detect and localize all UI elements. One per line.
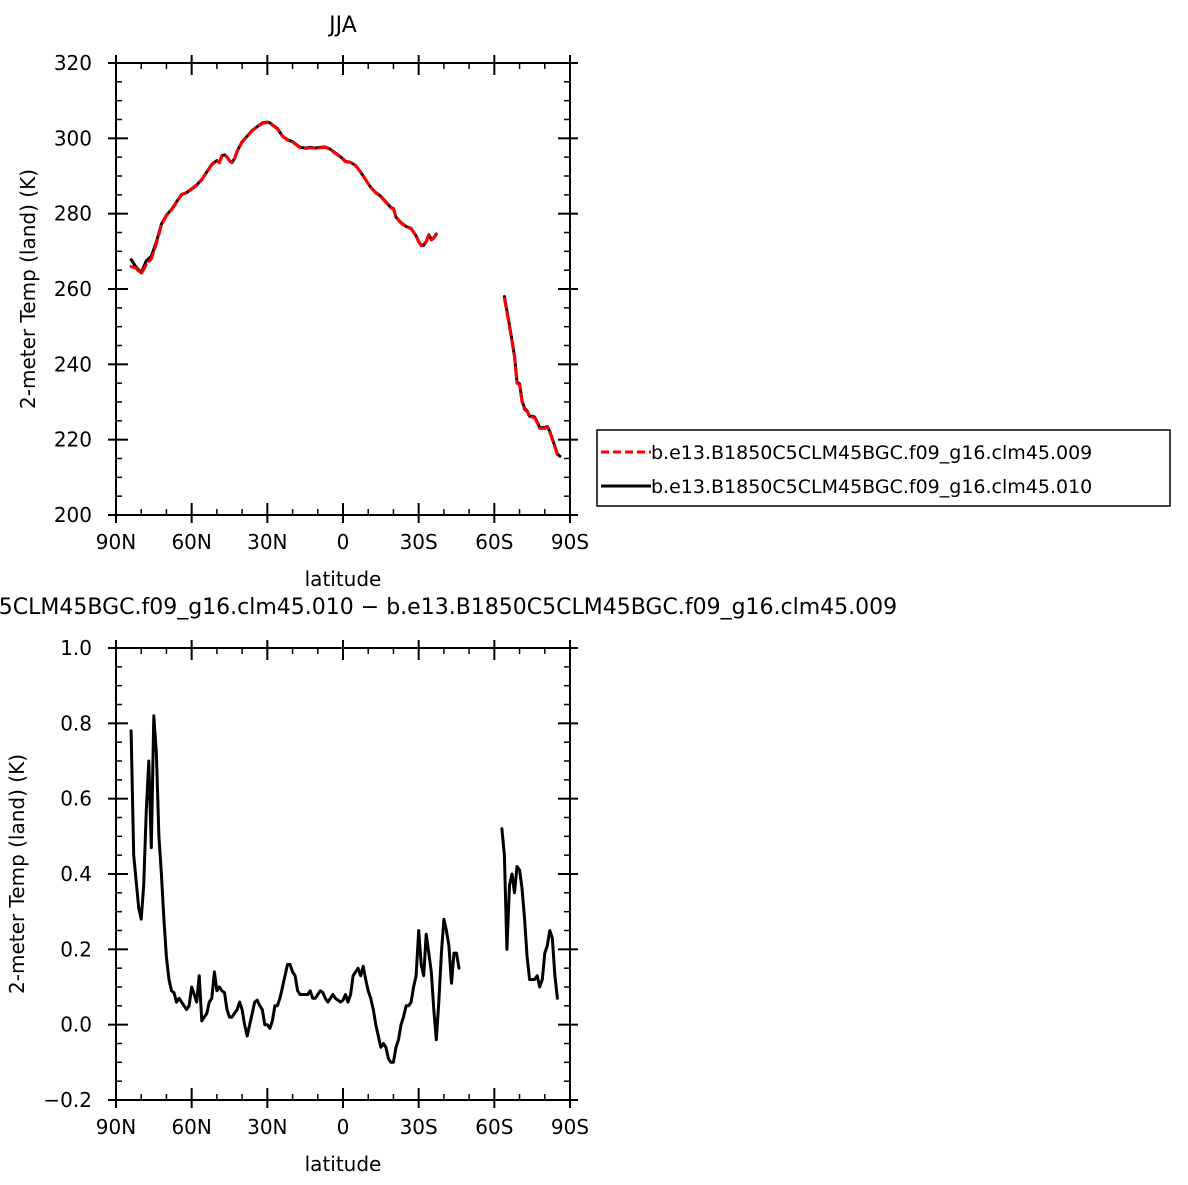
bottom-series-0-line xyxy=(500,827,559,1000)
top-series-1-line xyxy=(502,295,562,458)
top-panel: JJA 90N 60N 30N 0 30S 60S 90S 200 220 240 260 280 30… xyxy=(16,13,589,591)
bottom-y-tick-label: 0.6 xyxy=(60,787,92,811)
bottom-x-tick-label: 30S xyxy=(400,1115,438,1139)
bottom-x-tick-label: 30N xyxy=(247,1115,287,1139)
bottom-y-tick-label: −0.2 xyxy=(43,1088,92,1112)
legend-entry-009: b.e13.B1850C5CLM45BGC.f09_g16.clm45.009 xyxy=(651,442,1092,464)
top-x-tick-label: 60S xyxy=(475,530,513,554)
top-x-tick-label: 60N xyxy=(171,530,211,554)
bottom-series-0-line xyxy=(129,714,461,1064)
bottom-y-tick-label: 0.8 xyxy=(60,711,92,735)
top-x-tick-label: 90N xyxy=(96,530,136,554)
bottom-y-tick-label: 1.0 xyxy=(60,636,92,660)
top-plot-frame xyxy=(115,62,571,516)
bottom-chart-title: b.e13.B1850C5CLM45BGC.f09_g16.clm45.010 … xyxy=(0,595,897,620)
bottom-y-tick-label: 0.0 xyxy=(60,1013,92,1037)
top-series-0-line xyxy=(129,121,438,276)
top-x-tick-label: 90S xyxy=(551,530,589,554)
legend: b.e13.B1850C5CLM45BGC.f09_g16.clm45.009 … xyxy=(596,429,1171,507)
top-x-axis-label: latitude xyxy=(305,567,382,591)
bottom-y-tick-label: 0.2 xyxy=(60,937,92,961)
top-x-tick-label: 30N xyxy=(247,530,287,554)
bottom-plot-frame xyxy=(115,647,571,1101)
top-y-axis-label: 2-meter Temp (land) (K) xyxy=(16,169,40,409)
legend-box xyxy=(596,429,1171,507)
top-chart-title: JJA xyxy=(327,13,357,38)
bottom-panel: b.e13.B1850C5CLM45BGC.f09_g16.clm45.010 … xyxy=(0,595,897,1176)
bottom-x-tick-label: 0 xyxy=(337,1115,350,1139)
bottom-x-tick-label: 60N xyxy=(171,1115,211,1139)
top-y-tick-label: 220 xyxy=(54,428,92,452)
top-y-tick-label: 300 xyxy=(54,126,92,150)
top-series-1-line xyxy=(129,120,438,275)
top-series-0-line xyxy=(502,296,562,459)
top-y-tick-label: 320 xyxy=(54,51,92,75)
bottom-y-axis-label: 2-meter Temp (land) (K) xyxy=(5,754,29,994)
bottom-x-axis-label: latitude xyxy=(305,1152,382,1176)
top-x-tick-label: 0 xyxy=(337,530,350,554)
legend-entry-010: b.e13.B1850C5CLM45BGC.f09_g16.clm45.010 xyxy=(651,476,1092,498)
bottom-y-tick-label: 0.4 xyxy=(60,862,92,886)
top-x-tick-label: 30S xyxy=(400,530,438,554)
top-y-tick-label: 260 xyxy=(54,277,92,301)
bottom-x-tick-label: 90N xyxy=(96,1115,136,1139)
bottom-x-tick-label: 60S xyxy=(475,1115,513,1139)
top-y-tick-label: 240 xyxy=(54,352,92,376)
bottom-x-tick-label: 90S xyxy=(551,1115,589,1139)
top-y-tick-label: 200 xyxy=(54,503,92,527)
top-y-tick-label: 280 xyxy=(54,202,92,226)
